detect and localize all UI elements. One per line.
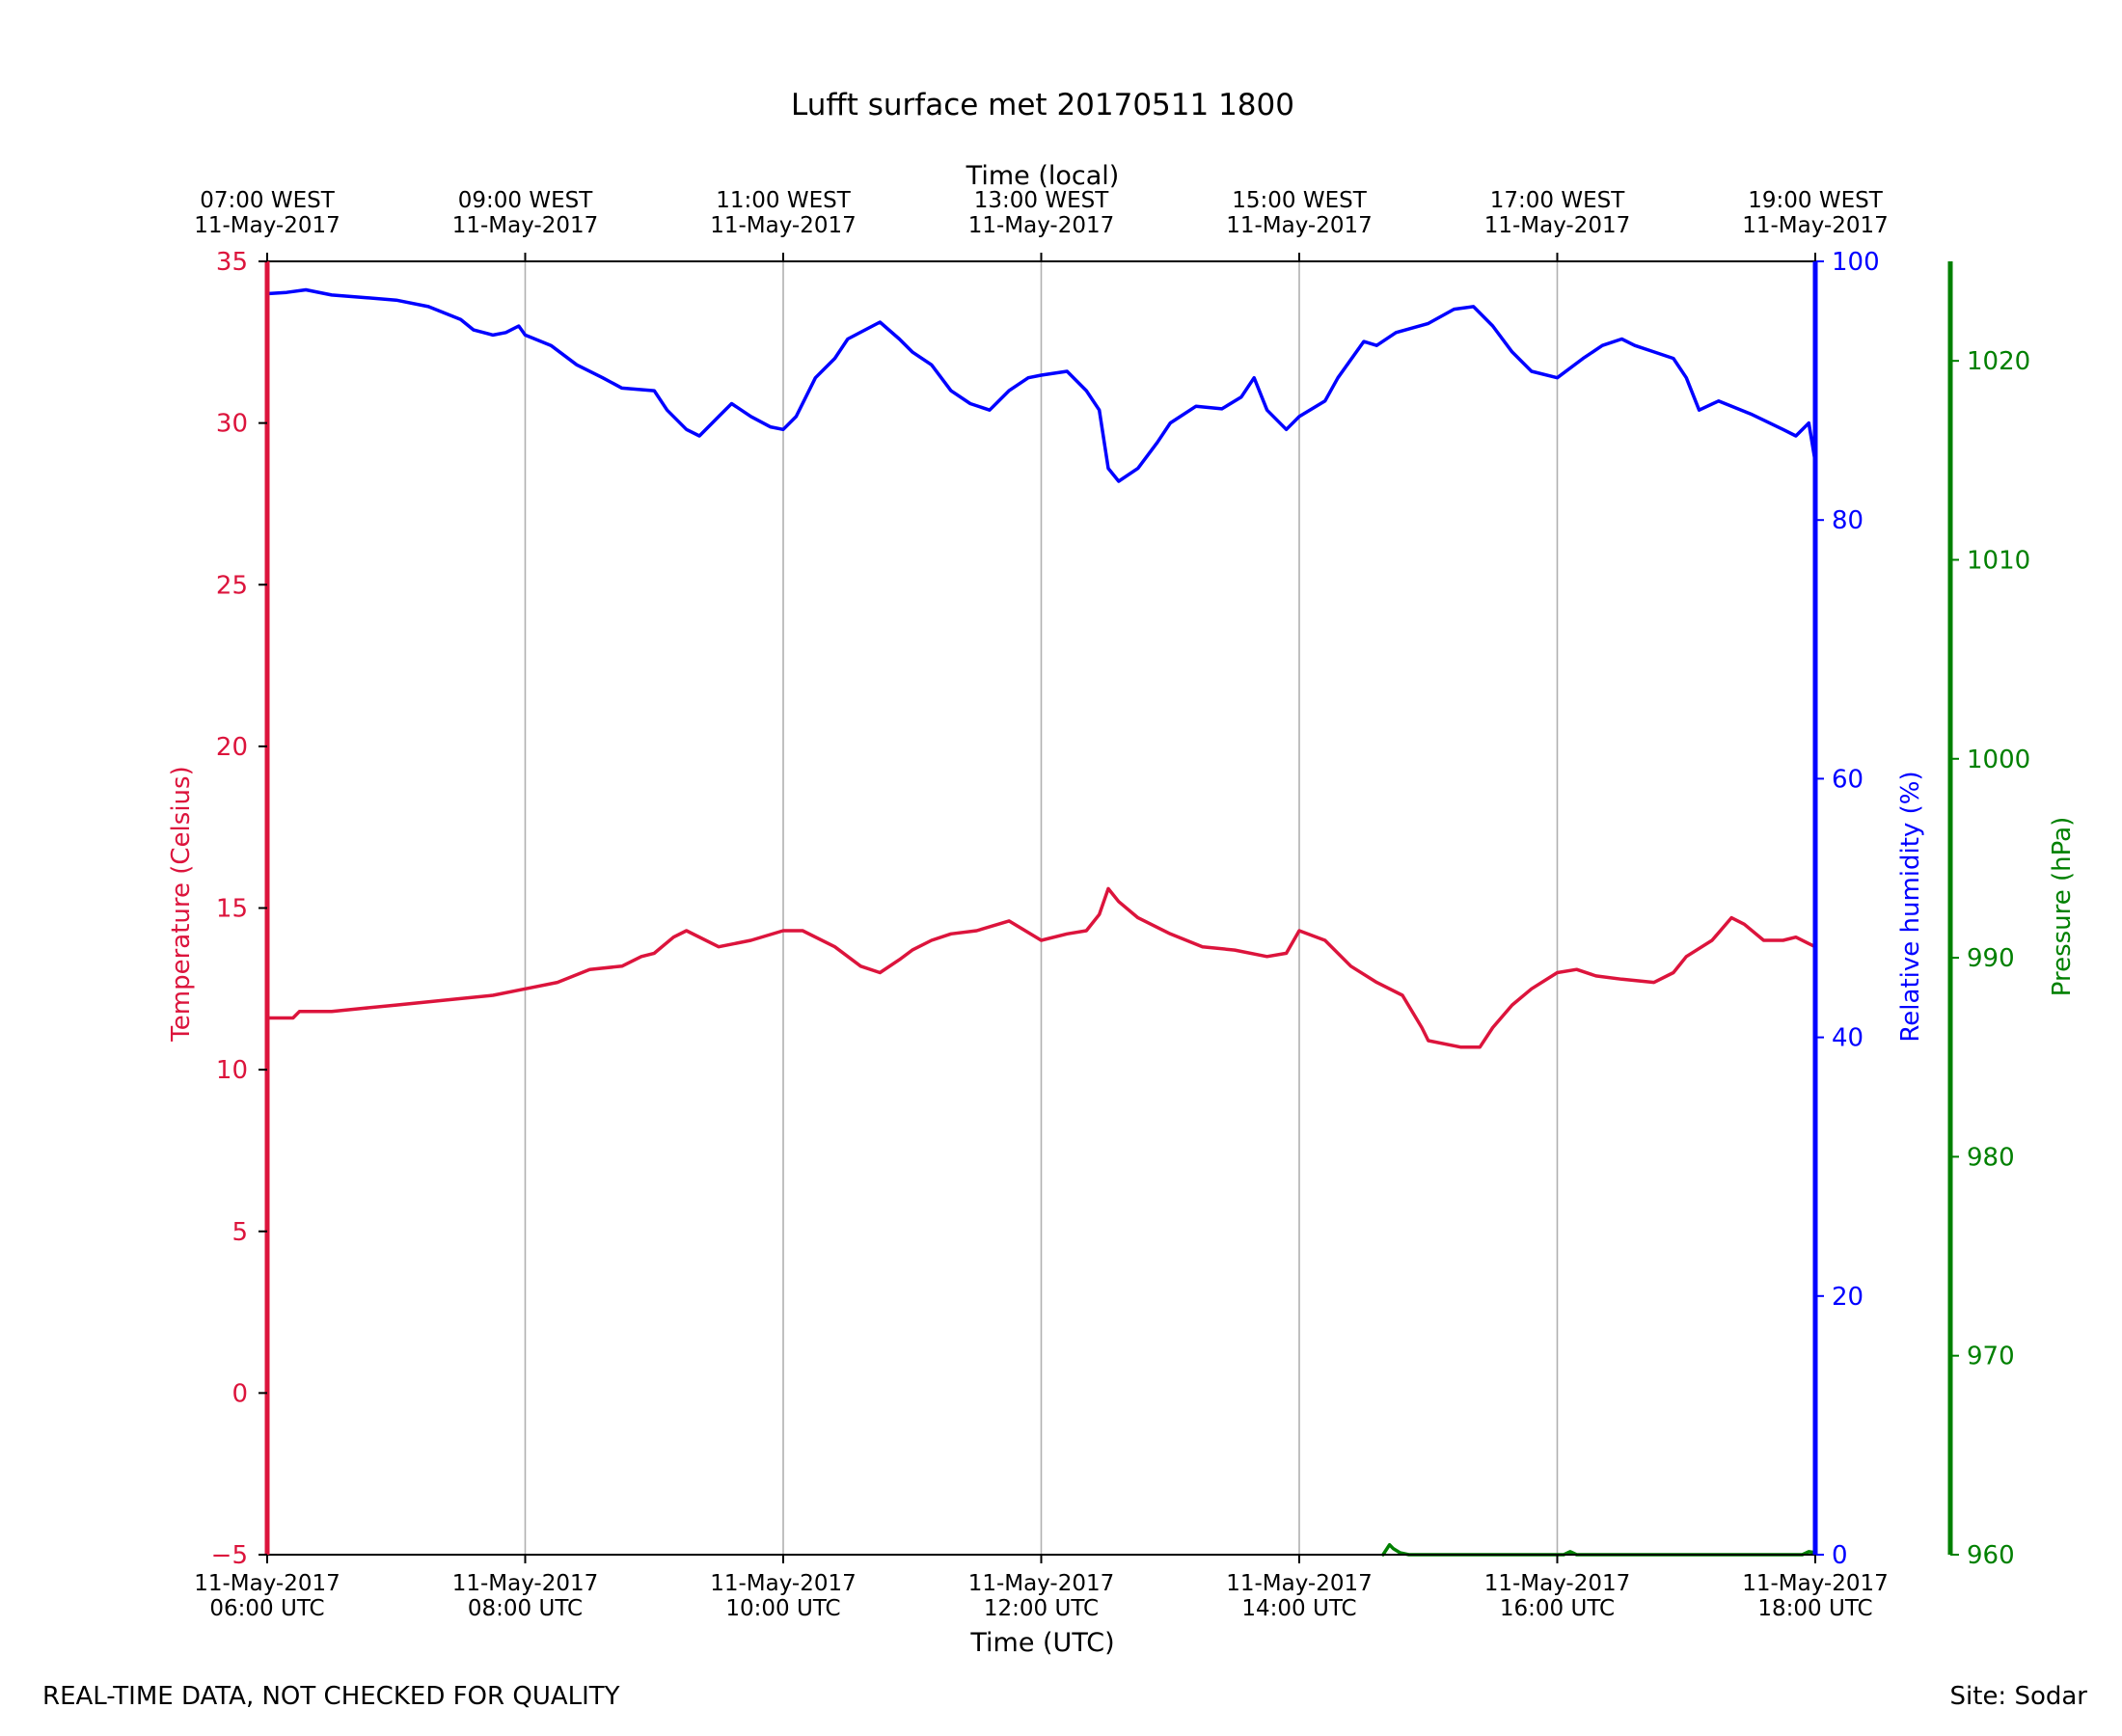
local-tick-date: 11-May-2017 — [1226, 213, 1373, 238]
local-tick-time: 11:00 WEST — [716, 188, 851, 213]
local-tick-date: 11-May-2017 — [710, 213, 857, 238]
local-tick-date: 11-May-2017 — [1742, 213, 1889, 238]
pressure-tick-label: 1000 — [1967, 746, 2030, 774]
local-tick-time: 17:00 WEST — [1490, 188, 1625, 213]
utc-tick-date: 11-May-2017 — [1742, 1571, 1889, 1596]
pressure-axis-label: Pressure (hPa) — [2048, 817, 2077, 997]
pressure-tick-label: 1020 — [1967, 347, 2030, 376]
humidity-tick-label: 40 — [1832, 1024, 1864, 1053]
utc-tick-date: 11-May-2017 — [1226, 1571, 1373, 1596]
humidity-tick-label: 80 — [1832, 506, 1864, 535]
humidity-tick-label: 60 — [1832, 765, 1864, 794]
utc-tick-time: 16:00 UTC — [1500, 1596, 1615, 1621]
bottom-axis-label: Time (UTC) — [969, 1628, 1114, 1658]
utc-tick-date: 11-May-2017 — [1484, 1571, 1631, 1596]
local-tick-time: 19:00 WEST — [1748, 188, 1883, 213]
site-label: Site: Sodar — [1949, 1682, 2087, 1711]
utc-tick-date: 11-May-2017 — [194, 1571, 340, 1596]
temperature-tick-label: 25 — [216, 571, 248, 600]
axes-layer: −5 0 5 10 15 20 25 30 35 0 20 40 60 80 100 960 970 980 990… — [194, 188, 2030, 1621]
pressure-tick-label: 1010 — [1967, 546, 2030, 575]
temperature-tick-label: 15 — [216, 895, 248, 924]
local-tick-date: 11-May-2017 — [194, 213, 340, 238]
local-tick-time: 09:00 WEST — [458, 188, 593, 213]
temperature-tick-label: 5 — [231, 1218, 248, 1247]
temperature-line — [265, 886, 1817, 1049]
temperature-tick-label: −5 — [211, 1541, 248, 1570]
temperature-tick-label: 30 — [216, 410, 248, 439]
utc-tick-time: 14:00 UTC — [1241, 1596, 1356, 1621]
local-tick-date: 11-May-2017 — [452, 213, 599, 238]
utc-tick-date: 11-May-2017 — [710, 1571, 857, 1596]
utc-tick-date: 11-May-2017 — [968, 1571, 1115, 1596]
local-tick-date: 11-May-2017 — [1484, 213, 1631, 238]
temperature-tick-label: 20 — [216, 733, 248, 762]
local-tick-date: 11-May-2017 — [968, 213, 1115, 238]
humidity-axis-label: Relative humidity (%) — [1896, 771, 1925, 1042]
utc-tick-time: 08:00 UTC — [468, 1596, 583, 1621]
pressure-tick-label: 960 — [1967, 1541, 2015, 1570]
temperature-tick-label: 35 — [216, 248, 248, 277]
local-tick-time: 15:00 WEST — [1232, 188, 1367, 213]
humidity-tick-label: 100 — [1832, 248, 1880, 277]
pressure-tick-label: 980 — [1967, 1143, 2015, 1172]
utc-tick-time: 18:00 UTC — [1757, 1596, 1872, 1621]
temperature-axis-label: Temperature (Celsius) — [167, 766, 196, 1042]
temperature-tick-label: 10 — [216, 1056, 248, 1085]
local-tick-time: 13:00 WEST — [974, 188, 1109, 213]
grid-lines — [524, 261, 1559, 1555]
chart-title: Lufft surface met 20170511 1800 — [791, 88, 1294, 122]
local-tick-time: 07:00 WEST — [200, 188, 335, 213]
temperature-tick-label: 0 — [231, 1379, 248, 1408]
utc-tick-time: 12:00 UTC — [984, 1596, 1099, 1621]
top-axis-label: Time (local) — [966, 161, 1120, 191]
utc-tick-time: 10:00 UTC — [725, 1596, 840, 1621]
humidity-tick-label: 20 — [1832, 1283, 1864, 1312]
utc-tick-time: 06:00 UTC — [209, 1596, 324, 1621]
pressure-line — [1381, 1542, 1817, 1557]
relative-humidity-line — [265, 287, 1817, 483]
quality-disclaimer: REAL-TIME DATA, NOT CHECKED FOR QUALITY — [42, 1682, 620, 1711]
pressure-tick-label: 990 — [1967, 944, 2015, 973]
humidity-tick-label: 0 — [1832, 1541, 1848, 1570]
utc-tick-date: 11-May-2017 — [452, 1571, 599, 1596]
pressure-tick-label: 970 — [1967, 1343, 2015, 1371]
